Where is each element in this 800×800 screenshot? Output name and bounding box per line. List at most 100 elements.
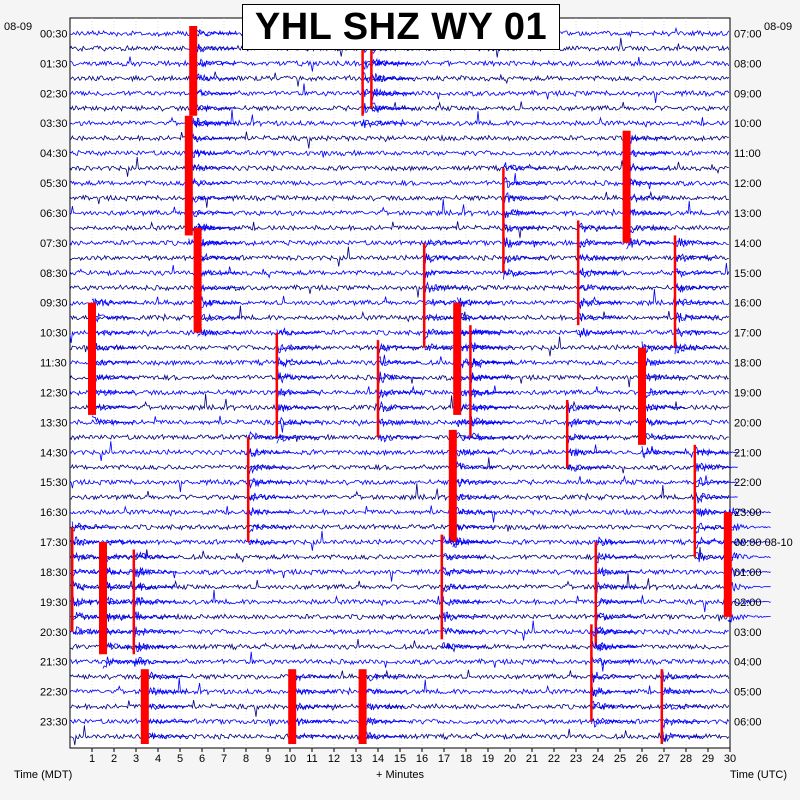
event-mark <box>565 399 569 468</box>
right-hour-label: 16:00 <box>734 298 762 310</box>
event-coda <box>91 298 136 426</box>
x-tick-label: 14 <box>372 753 384 765</box>
x-tick-label: 26 <box>636 753 648 765</box>
event-mark <box>99 542 107 655</box>
event-coda <box>661 670 705 742</box>
trace-line <box>69 547 730 563</box>
x-tick-label: 24 <box>592 753 604 765</box>
event-mark <box>246 437 250 543</box>
event-mark <box>288 669 297 744</box>
right-date-label: 08-09 <box>764 21 793 33</box>
left-hour-label: 15:30 <box>40 477 68 489</box>
right-hour-label: 12:00 <box>734 178 762 190</box>
x-tick-label: 17 <box>438 753 450 765</box>
right-hour-label: 00:00 08-10 <box>734 537 793 549</box>
trace-line <box>69 56 730 72</box>
x-tick-label: 28 <box>680 753 692 765</box>
left-hour-label: 19:30 <box>40 597 68 609</box>
x-tick-label: 1 <box>89 753 95 765</box>
event-mark <box>673 235 677 348</box>
trace-line <box>69 475 729 492</box>
plot-frame <box>69 17 731 749</box>
left-hour-label: 17:30 <box>40 537 68 549</box>
event-mark <box>469 325 472 438</box>
event-mark <box>193 227 202 333</box>
left-hour-label: 22:30 <box>40 687 68 699</box>
event-mark <box>361 48 364 116</box>
right-hour-label: 18:00 <box>734 358 762 370</box>
event-mark <box>370 48 373 109</box>
event-mark <box>590 624 593 722</box>
trace-line <box>69 483 730 502</box>
right-hour-label: 13:00 <box>734 208 762 220</box>
right-hour-label: 19:00 <box>734 387 762 399</box>
event-mark <box>440 534 444 640</box>
trace-line <box>69 101 730 113</box>
event-mark <box>576 220 580 326</box>
trace-line <box>69 573 730 591</box>
right-hour-label: 09:00 <box>734 88 762 100</box>
x-tick-label: 20 <box>504 753 516 765</box>
right-hour-label: 14:00 <box>734 238 762 250</box>
x-tick-label: 12 <box>328 753 340 765</box>
event-coda <box>144 671 188 744</box>
left-hour-label: 14:30 <box>40 447 68 459</box>
x-tick-label: 13 <box>350 753 362 765</box>
x-tick-label: 10 <box>284 753 296 765</box>
trace-line <box>69 149 730 158</box>
left-hour-label: 20:30 <box>40 627 68 639</box>
x-tick-label: 25 <box>614 753 626 765</box>
event-mark <box>723 512 732 617</box>
right-hour-label: 21:00 <box>734 447 762 459</box>
event-mark <box>502 168 505 273</box>
right-hour-label: 04:00 <box>734 657 762 669</box>
left-hour-label: 04:30 <box>40 148 68 160</box>
event-mark <box>594 542 598 647</box>
x-tick-label: 3 <box>133 753 139 765</box>
event-coda <box>595 536 639 652</box>
left-hour-label: 05:30 <box>40 178 68 190</box>
right-hour-label: 20:00 <box>734 417 762 429</box>
event-coda <box>291 673 336 740</box>
left-hour-label: 21:30 <box>40 657 68 669</box>
event-mark <box>358 669 367 744</box>
trace-line <box>69 441 730 461</box>
event-coda <box>377 341 422 443</box>
x-tick-label: 29 <box>702 753 714 765</box>
event-marks <box>70 26 771 744</box>
event-coda <box>641 341 686 459</box>
event-coda <box>591 627 635 728</box>
right-hour-label: 06:00 <box>734 717 762 729</box>
event-mark <box>189 26 198 116</box>
event-mark <box>622 130 631 243</box>
left-hour-label: 11:30 <box>40 358 67 370</box>
event-coda <box>197 222 241 337</box>
trace-line <box>69 651 730 672</box>
left-hour-label: 03:30 <box>40 118 68 130</box>
event-coda <box>276 327 320 444</box>
trace-line <box>69 367 729 388</box>
event-mark <box>275 332 279 438</box>
event-coda <box>192 27 237 128</box>
event-mark <box>184 115 193 236</box>
x-tick-label: 2 <box>111 753 117 765</box>
x-tick-label: 11 <box>306 753 317 765</box>
event-mark <box>422 242 426 348</box>
event-coda <box>626 133 670 250</box>
x-tick-label: 7 <box>221 753 227 765</box>
trace-line <box>69 415 730 433</box>
left-hour-label: 02:30 <box>40 88 68 100</box>
x-axis-label: + Minutes <box>376 769 424 781</box>
event-coda <box>452 432 496 548</box>
event-coda <box>71 521 116 636</box>
event-mark <box>660 669 664 744</box>
event-coda <box>362 673 406 740</box>
right-hour-label: 01:00 <box>734 567 762 579</box>
left-hour-label: 10:30 <box>40 328 68 340</box>
left-hour-label: 07:30 <box>40 238 68 250</box>
trace-line <box>69 589 730 613</box>
left-hour-label: 23:30 <box>40 717 68 729</box>
trace-line <box>69 190 729 208</box>
right-hour-label: 05:00 <box>734 687 762 699</box>
left-hour-label: 12:30 <box>40 387 68 399</box>
